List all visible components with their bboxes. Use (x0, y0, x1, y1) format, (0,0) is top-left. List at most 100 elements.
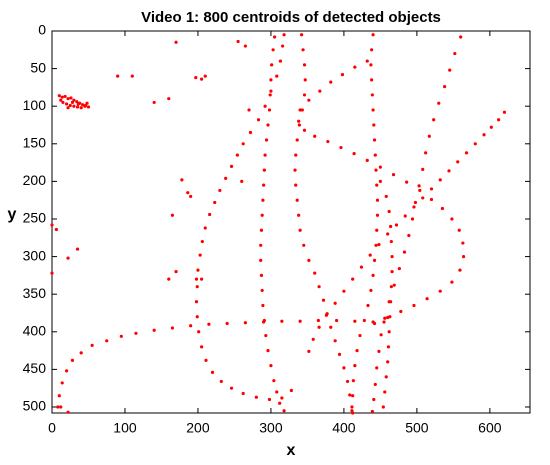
point (280, 319, 284, 323)
point (440, 206, 445, 211)
point (318, 89, 322, 93)
point (229, 386, 234, 390)
point (75, 247, 80, 251)
point (386, 360, 390, 364)
point (366, 303, 370, 308)
point (204, 358, 208, 362)
point (326, 139, 330, 144)
point (372, 138, 377, 142)
x-tick-label: 400 (332, 420, 356, 436)
x-axis-label: x (287, 442, 296, 459)
point (383, 316, 387, 320)
point (333, 301, 337, 305)
point (66, 97, 70, 101)
point (213, 200, 217, 205)
point (448, 68, 452, 72)
point (79, 351, 83, 355)
point (105, 339, 109, 343)
point (57, 94, 61, 98)
point (372, 397, 376, 402)
point (60, 381, 64, 385)
point (267, 108, 272, 112)
point (295, 198, 299, 202)
point (174, 40, 178, 44)
point (75, 105, 80, 109)
point (413, 200, 418, 205)
point (259, 258, 263, 262)
point (301, 48, 305, 52)
point (388, 315, 392, 319)
point (432, 118, 436, 122)
point (392, 283, 396, 287)
point (298, 319, 302, 323)
point (410, 217, 415, 221)
point (373, 153, 377, 157)
point (397, 267, 401, 271)
point (321, 298, 326, 302)
point (263, 153, 267, 157)
point (365, 59, 369, 63)
point (152, 328, 156, 332)
point (403, 214, 407, 218)
point (298, 108, 302, 112)
point (282, 33, 286, 37)
point (167, 277, 171, 281)
point (259, 273, 264, 277)
point (333, 339, 337, 343)
point (269, 364, 273, 368)
point (438, 289, 442, 293)
point (329, 80, 333, 84)
point (294, 183, 298, 187)
point (297, 213, 301, 217)
point (389, 285, 393, 289)
point (298, 228, 302, 232)
point (241, 391, 245, 396)
plot-frame (51, 30, 531, 414)
point (275, 390, 279, 394)
point (248, 130, 253, 135)
point (340, 73, 345, 77)
point (450, 280, 454, 284)
point (402, 250, 407, 254)
point (353, 319, 357, 323)
point (56, 405, 60, 409)
point (280, 396, 284, 400)
point (282, 409, 286, 413)
point (353, 364, 357, 368)
point (390, 270, 394, 274)
point (355, 348, 359, 353)
point (399, 309, 403, 314)
point (194, 76, 198, 80)
point (407, 233, 411, 238)
point (262, 183, 266, 187)
point (130, 74, 134, 78)
point (266, 123, 270, 127)
point (200, 77, 204, 81)
point (387, 330, 391, 334)
point (196, 268, 200, 272)
y-tick-label: 250 (23, 210, 47, 226)
point (198, 253, 202, 257)
y-tick-label: 400 (23, 322, 47, 338)
point (389, 239, 393, 244)
point (459, 35, 463, 39)
point (64, 369, 69, 373)
point (317, 285, 321, 289)
point (61, 100, 65, 105)
point (302, 93, 307, 97)
point (489, 125, 493, 129)
point (200, 345, 204, 349)
point (374, 168, 378, 172)
point (412, 303, 416, 308)
point (243, 321, 247, 325)
point (195, 285, 199, 289)
point (266, 348, 270, 353)
point (350, 409, 354, 413)
point (200, 277, 204, 281)
point (271, 48, 275, 52)
y-tick-label: 300 (23, 247, 47, 263)
point (281, 44, 285, 48)
point (302, 243, 306, 247)
point (299, 33, 304, 37)
